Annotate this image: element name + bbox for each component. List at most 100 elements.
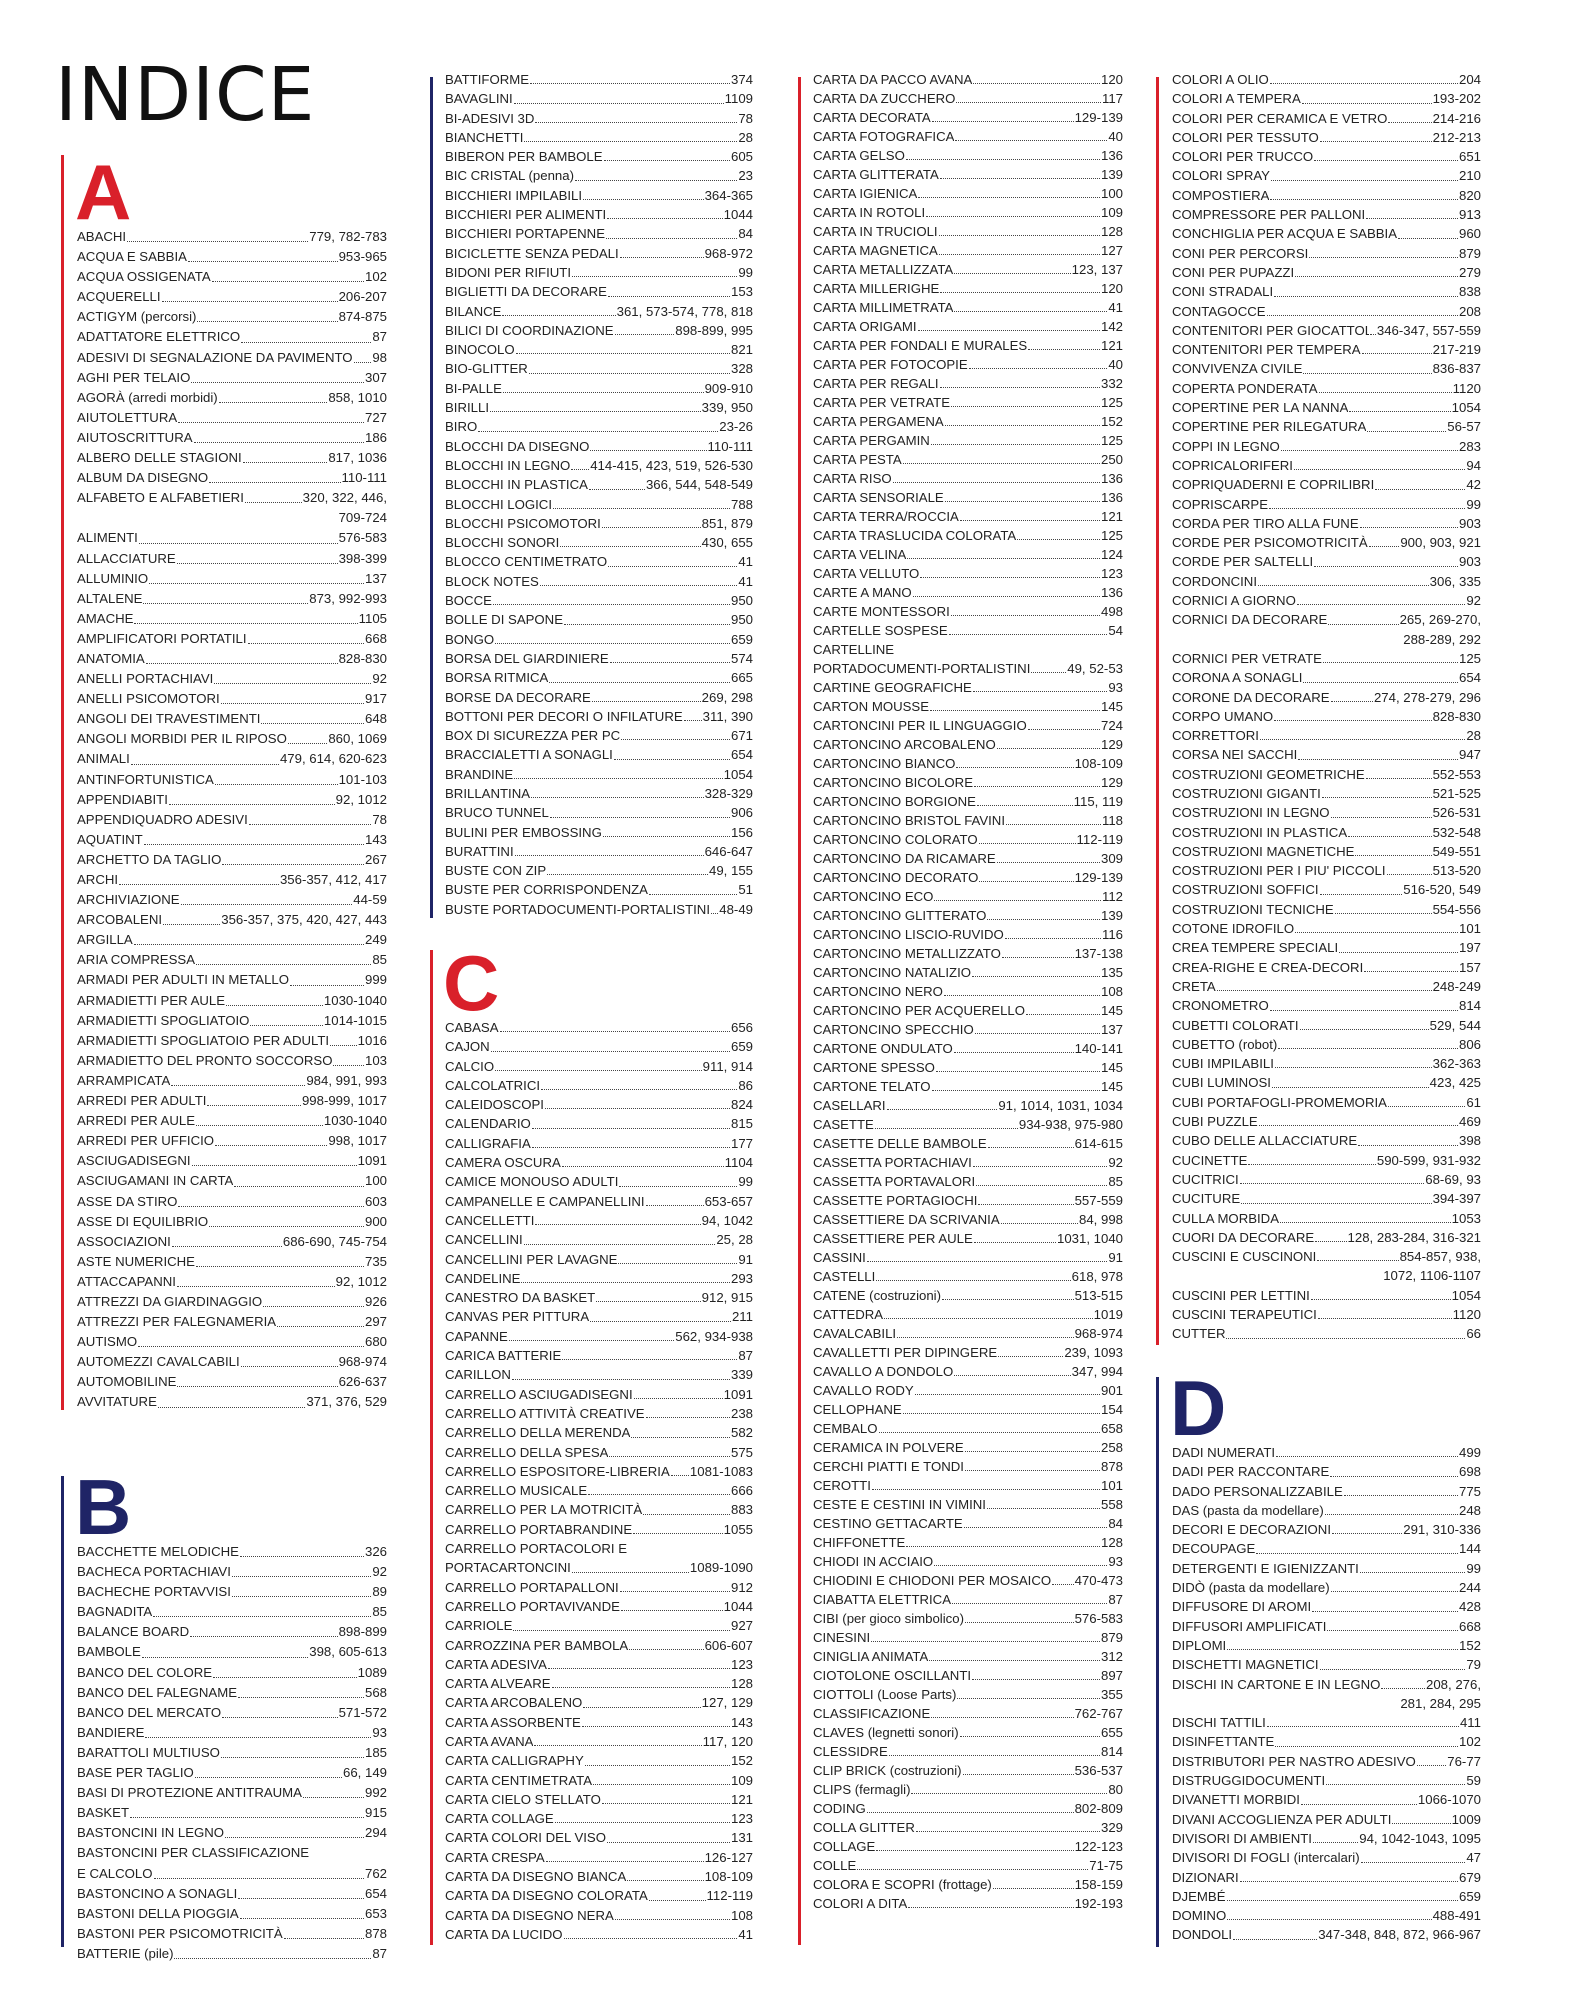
index-entry[interactable]: BLOCCO CENTIMETRATO 41 — [445, 552, 753, 571]
index-entry[interactable]: CHIFFONETTE 128 — [813, 1533, 1123, 1552]
index-entry[interactable]: COSTRUZIONI GEOMETRICHE 552-553 — [1172, 765, 1481, 784]
index-entry[interactable]: CONVIVENZA CIVILE 836-837 — [1172, 359, 1481, 378]
index-entry[interactable]: CARTONCINO BORGIONE 115, 119 — [813, 792, 1123, 811]
index-entry[interactable]: CANCELLINI 25, 28 — [445, 1230, 753, 1249]
index-entry[interactable]: CARRELLO ATTIVITÀ CREATIVE 238 — [445, 1404, 753, 1423]
index-entry[interactable]: CREA TEMPERE SPECIALI 197 — [1172, 938, 1481, 957]
index-entry[interactable]: BASTONCINI IN LEGNO 294 — [77, 1823, 387, 1843]
index-entry[interactable]: CARTINE GEOGRAFICHE 93 — [813, 678, 1123, 697]
index-entry[interactable]: DIZIONARI 679 — [1172, 1868, 1481, 1887]
index-entry[interactable]: CORONE DA DECORARE 274, 278-279, 296 — [1172, 688, 1481, 707]
index-entry[interactable]: CASETTE 934-938, 975-980 — [813, 1115, 1123, 1134]
index-entry[interactable]: CARTA SENSORIALE 136 — [813, 488, 1123, 507]
index-entry[interactable]: CUBI LUMINOSI 423, 425 — [1172, 1073, 1481, 1092]
index-entry[interactable]: ASSE DA STIRO 603 — [77, 1192, 387, 1212]
index-entry[interactable]: ANATOMIA 828-830 — [77, 649, 387, 669]
index-entry[interactable]: CARTA AVANA 117, 120 — [445, 1732, 753, 1751]
index-entry[interactable]: CARTONCINO NERO 108 — [813, 982, 1123, 1001]
index-entry[interactable]: CARTONCINO PER ACQUERELLO 145 — [813, 1001, 1123, 1020]
index-entry[interactable]: CASTELLI 618, 978 — [813, 1267, 1123, 1286]
index-entry[interactable]: CELLOPHANE 154 — [813, 1400, 1123, 1419]
index-entry[interactable]: CLASSIFICAZIONE 762-767 — [813, 1704, 1123, 1723]
index-entry[interactable]: DETERGENTI E IGIENIZZANTI 99 — [1172, 1559, 1481, 1578]
index-entry[interactable]: CUSCINI E CUSCINONI 854-857, 938, — [1172, 1247, 1481, 1266]
index-entry[interactable]: BIO-GLITTER 328 — [445, 359, 753, 378]
index-entry[interactable]: CHIODI IN ACCIAIO 93 — [813, 1552, 1123, 1571]
index-entry[interactable]: CARTA ARCOBALENO 127, 129 — [445, 1693, 753, 1712]
index-entry[interactable]: BICCHIERI IMPILABILI 364-365 — [445, 186, 753, 205]
index-entry[interactable]: BINOCOLO 821 — [445, 340, 753, 359]
index-entry[interactable]: ACQUERELLI 206-207 — [77, 287, 387, 307]
index-entry[interactable]: BALANCE BOARD 898-899 — [77, 1622, 387, 1642]
index-entry[interactable]: BICCHIERI PER ALIMENTI 1044 — [445, 205, 753, 224]
index-entry[interactable]: CASSETTIERE DA SCRIVANIA 84, 998 — [813, 1210, 1123, 1229]
index-entry[interactable]: CANESTRO DA BASKET 912, 915 — [445, 1288, 753, 1307]
index-entry[interactable]: COLLE 71-75 — [813, 1856, 1123, 1875]
index-entry[interactable]: CUBI PUZZLE 469 — [1172, 1112, 1481, 1131]
index-entry[interactable]: BIDONI PER RIFIUTI 99 — [445, 263, 753, 282]
index-entry[interactable]: BLOCCHI SONORI 430, 655 — [445, 533, 753, 552]
index-entry[interactable]: CARTA COLORI DEL VISO 131 — [445, 1828, 753, 1847]
index-entry[interactable]: BILICI DI COORDINAZIONE 898-899, 995 — [445, 321, 753, 340]
index-entry[interactable]: DECORI E DECORAZIONI 291, 310-336 — [1172, 1520, 1481, 1539]
index-entry[interactable]: CASSETTIERE PER AULE 1031, 1040 — [813, 1229, 1123, 1248]
index-entry[interactable]: CONTENITORI PER GIOCATTOLI 346-347, 557-5… — [1172, 321, 1481, 340]
index-entry[interactable]: CASETTE DELLE BAMBOLE 614-615 — [813, 1134, 1123, 1153]
index-entry[interactable]: COSTRUZIONI TECNICHE 554-556 — [1172, 900, 1481, 919]
index-entry[interactable]: CARTA PER VETRATE 125 — [813, 393, 1123, 412]
index-entry[interactable]: BOLLE DI SAPONE 950 — [445, 610, 753, 629]
index-entry[interactable]: BOX DI SICUREZZA PER PC 671 — [445, 726, 753, 745]
index-entry[interactable]: CALEIDOSCOPI 824 — [445, 1095, 753, 1114]
index-entry[interactable]: CAPANNE 562, 934-938 — [445, 1327, 753, 1346]
index-entry[interactable]: CARTA DA PACCO AVANA 120 — [813, 70, 1123, 89]
index-entry[interactable]: CORSA NEI SACCHI 947 — [1172, 745, 1481, 764]
index-entry[interactable]: BASE PER TAGLIO 66, 149 — [77, 1763, 387, 1783]
index-entry[interactable]: ARMADIETTI SPOGLIATOIO PER ADULTI 1016 — [77, 1031, 387, 1051]
index-entry[interactable]: CARTONCINO NATALIZIO 135 — [813, 963, 1123, 982]
index-entry[interactable]: BULINI PER EMBOSSING 156 — [445, 823, 753, 842]
index-entry[interactable]: DISTRIBUTORI PER NASTRO ADESIVO 76-77 — [1172, 1752, 1481, 1771]
index-entry[interactable]: BASTONI DELLA PIOGGIA 653 — [77, 1904, 387, 1924]
index-entry[interactable]: BIRILLI 339, 950 — [445, 398, 753, 417]
index-entry[interactable]: BUSTE CON ZIP 49, 155 — [445, 861, 753, 880]
index-entry[interactable]: ANELLI PORTACHIAVI 92 — [77, 669, 387, 689]
index-entry[interactable]: CUCITRICI 68-69, 93 — [1172, 1170, 1481, 1189]
index-entry[interactable]: BAMBOLE 398, 605-613 — [77, 1642, 387, 1662]
index-entry[interactable]: BASI DI PROTEZIONE ANTITRAUMA 992 — [77, 1783, 387, 1803]
index-entry[interactable]: DIFFUSORI AMPLIFICATI 668 — [1172, 1617, 1481, 1636]
index-entry[interactable]: CORNICI A GIORNO 92 — [1172, 591, 1481, 610]
index-entry[interactable]: BRANDINE 1054 — [445, 765, 753, 784]
index-entry[interactable]: CARILLON 339 — [445, 1365, 753, 1384]
index-entry[interactable]: COLORA E SCOPRI (frottage) 158-159 — [813, 1875, 1123, 1894]
index-entry[interactable]: BLOCCHI PSICOMOTORI 851, 879 — [445, 514, 753, 533]
index-entry[interactable]: AUTOMEZZI CAVALCABILI 968-974 — [77, 1352, 387, 1372]
index-entry[interactable]: ARREDI PER ADULTI 998-999, 1017 — [77, 1091, 387, 1111]
index-entry[interactable]: AUTISMO 680 — [77, 1332, 387, 1352]
index-entry[interactable]: COPRIQUADERNI E COPRILIBRI 42 — [1172, 475, 1481, 494]
index-entry[interactable]: COSTRUZIONI IN PLASTICA 532-548 — [1172, 823, 1481, 842]
index-entry[interactable]: CERCHI PIATTI E TONDI 878 — [813, 1457, 1123, 1476]
index-entry[interactable]: ABACHI 779, 782-783 — [77, 227, 387, 247]
index-entry[interactable]: BLOCCHI LOGICI 788 — [445, 495, 753, 514]
index-entry[interactable]: ARCOBALENI 356-357, 375, 420, 427, 443 — [77, 910, 387, 930]
index-entry[interactable]: CUBO DELLE ALLACCIATURE 398 — [1172, 1131, 1481, 1150]
index-entry[interactable]: BRILLANTINA 328-329 — [445, 784, 753, 803]
index-entry[interactable]: COSTRUZIONI GIGANTI 521-525 — [1172, 784, 1481, 803]
index-entry[interactable]: CRETA 248-249 — [1172, 977, 1481, 996]
index-entry[interactable]: BOTTONI PER DECORI O INFILATURE 311, 390 — [445, 707, 753, 726]
index-entry[interactable]: CORRETTORI 28 — [1172, 726, 1481, 745]
index-entry[interactable]: DIVANI ACCOGLIENZA PER ADULTI 1009 — [1172, 1810, 1481, 1829]
index-entry[interactable]: BIRO 23-26 — [445, 417, 753, 436]
index-entry[interactable]: CAJON 659 — [445, 1037, 753, 1056]
index-entry[interactable]: ARMADI PER ADULTI IN METALLO 999 — [77, 970, 387, 990]
index-entry[interactable]: BLOCCHI IN LEGNO 414-415, 423, 519, 526-5… — [445, 456, 753, 475]
index-entry[interactable]: CARTA TERRA/ROCCIA 121 — [813, 507, 1123, 526]
index-entry[interactable]: COLORI PER TESSUTO 212-213 — [1172, 128, 1481, 147]
index-entry[interactable]: CERAMICA IN POLVERE 258 — [813, 1438, 1123, 1457]
index-entry[interactable]: CASSINI 91 — [813, 1248, 1123, 1267]
index-entry[interactable]: CARTA TRASLUCIDA COLORATA 125 — [813, 526, 1123, 545]
index-entry[interactable]: AQUATINT 143 — [77, 830, 387, 850]
index-entry[interactable]: CORNICI PER VETRATE 125 — [1172, 649, 1481, 668]
index-entry[interactable]: CIABATTA ELETTRICA 87 — [813, 1590, 1123, 1609]
index-entry[interactable]: CARTA DECORATA 129-139 — [813, 108, 1123, 127]
